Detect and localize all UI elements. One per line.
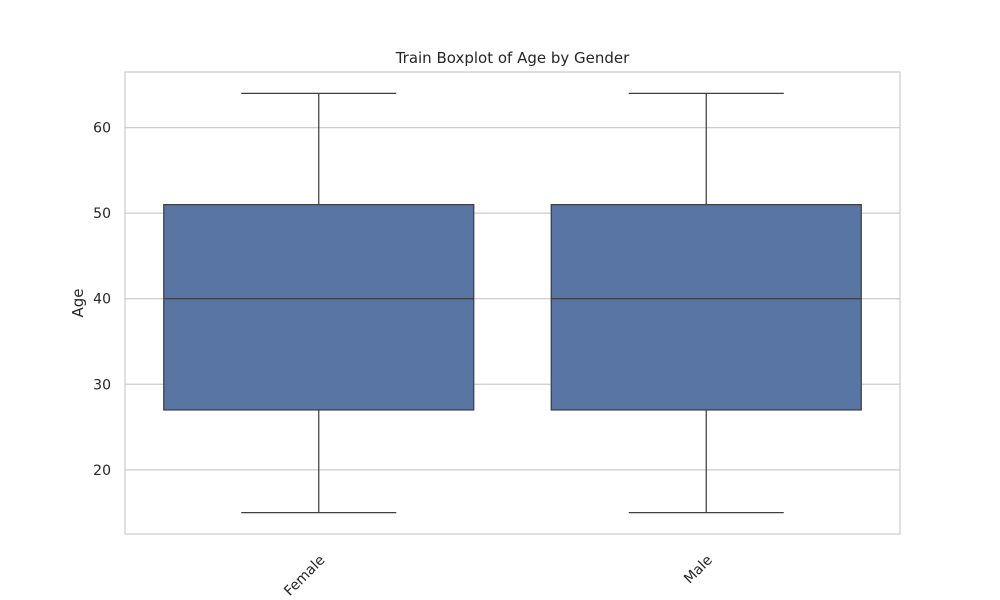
x-tick-label-female: Female: [281, 552, 328, 599]
plot-frame: [124, 71, 901, 535]
y-tick-labels: 20 30 40 50 60: [93, 121, 111, 479]
y-axis-label: Age: [69, 288, 87, 317]
y-tick-label: 30: [93, 377, 111, 393]
boxes: [163, 92, 862, 514]
box-female: [163, 92, 475, 514]
chart-title: Train Boxplot of Age by Gender: [395, 49, 630, 67]
y-tick-label: 40: [93, 292, 111, 308]
y-tick-label: 60: [93, 121, 111, 137]
iqr-box: [550, 203, 862, 411]
x-tick-label-male: Male: [681, 552, 716, 587]
x-tick-labels: Female Male: [281, 552, 716, 599]
box-male: [550, 92, 862, 514]
iqr-box: [163, 203, 475, 411]
y-tick-label: 20: [93, 463, 111, 479]
y-tick-label: 50: [93, 206, 111, 222]
